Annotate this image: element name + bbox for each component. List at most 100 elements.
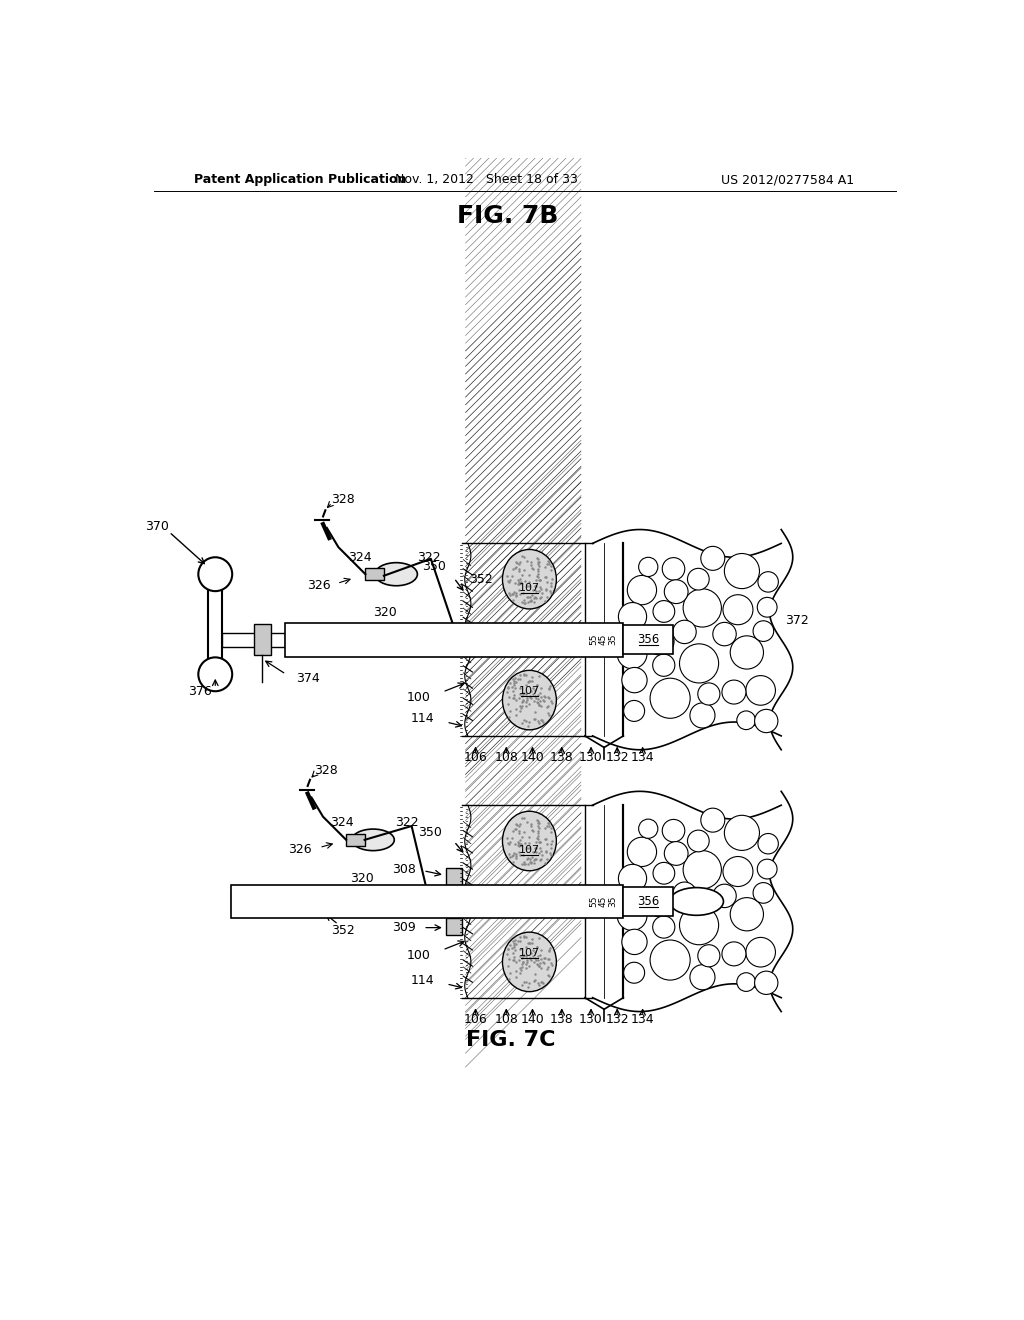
Circle shape [713,884,736,908]
Circle shape [653,862,675,884]
Circle shape [683,589,722,627]
Text: 130: 130 [580,751,603,764]
Text: 308: 308 [391,862,416,875]
Circle shape [650,940,690,979]
Text: 107: 107 [519,686,540,696]
Circle shape [628,837,656,866]
Text: 138: 138 [550,1012,573,1026]
Circle shape [665,842,688,866]
Circle shape [639,557,657,577]
Circle shape [652,916,675,939]
Circle shape [723,595,753,624]
Bar [230,891,462,912]
Text: 108: 108 [495,1012,518,1026]
Text: 100: 100 [407,949,431,962]
Text: 55: 55 [590,896,599,907]
Circle shape [697,945,720,966]
Bar [222,632,285,647]
Circle shape [622,668,647,693]
Ellipse shape [503,549,556,609]
Circle shape [753,883,774,903]
Text: 107: 107 [519,583,540,593]
Text: FIG. 7C: FIG. 7C [466,1030,555,1049]
Text: 322: 322 [417,550,440,564]
Circle shape [617,639,647,669]
Circle shape [755,709,778,733]
Text: 372: 372 [785,614,809,627]
Text: 324: 324 [331,816,354,829]
Text: 55: 55 [590,634,599,645]
Text: 138: 138 [550,751,573,764]
Text: US 2012/0277584 A1: US 2012/0277584 A1 [721,173,854,186]
Circle shape [745,676,775,705]
Text: 356: 356 [637,634,659,647]
Circle shape [700,808,725,832]
Circle shape [639,820,657,838]
Bar [624,626,674,655]
Text: FIG. 7B: FIG. 7B [457,205,558,228]
Circle shape [680,644,719,682]
Circle shape [650,678,690,718]
Bar [366,568,384,581]
Circle shape [663,820,685,842]
Circle shape [663,557,685,581]
Circle shape [755,972,778,994]
Bar [254,624,270,655]
Text: 370: 370 [145,520,169,533]
Circle shape [758,598,777,618]
Circle shape [753,620,774,642]
Text: 132: 132 [605,751,629,764]
Text: 356: 356 [637,895,659,908]
Text: 114: 114 [411,974,435,987]
Ellipse shape [503,812,556,871]
Text: 320: 320 [373,606,396,619]
Text: 108: 108 [495,751,518,764]
Text: 35: 35 [608,634,617,645]
Bar [346,834,365,846]
Circle shape [622,929,647,954]
Text: 106: 106 [464,751,487,764]
Circle shape [652,655,675,676]
Circle shape [724,816,760,850]
Circle shape [617,900,647,931]
Ellipse shape [352,829,394,850]
Text: 326: 326 [307,579,331,593]
Circle shape [690,702,715,729]
Text: 374: 374 [296,672,319,685]
Circle shape [199,557,232,591]
Bar [446,919,462,936]
Circle shape [723,857,753,887]
Circle shape [697,682,720,705]
Bar [230,884,624,919]
Circle shape [700,546,725,570]
Circle shape [724,553,760,589]
Circle shape [624,701,645,722]
Bar [285,623,624,656]
Circle shape [199,657,232,692]
Circle shape [653,601,675,622]
Ellipse shape [503,671,556,730]
Text: 376: 376 [188,685,212,698]
Ellipse shape [503,932,556,991]
Bar [446,867,462,884]
Circle shape [758,833,778,854]
Circle shape [673,620,696,644]
Text: 352: 352 [469,573,494,586]
Ellipse shape [375,562,418,586]
Circle shape [683,850,722,888]
Circle shape [737,711,756,730]
Circle shape [690,965,715,990]
Circle shape [713,622,736,645]
Circle shape [687,830,710,851]
Text: 140: 140 [520,1012,545,1026]
Text: 130: 130 [580,1012,603,1026]
Text: 134: 134 [631,751,654,764]
Circle shape [758,572,778,593]
Text: 322: 322 [394,816,418,829]
Text: 350: 350 [419,825,442,838]
Circle shape [673,882,696,906]
Text: 107: 107 [519,845,540,855]
Circle shape [722,942,745,966]
Text: 324: 324 [348,550,372,564]
Circle shape [646,890,674,917]
